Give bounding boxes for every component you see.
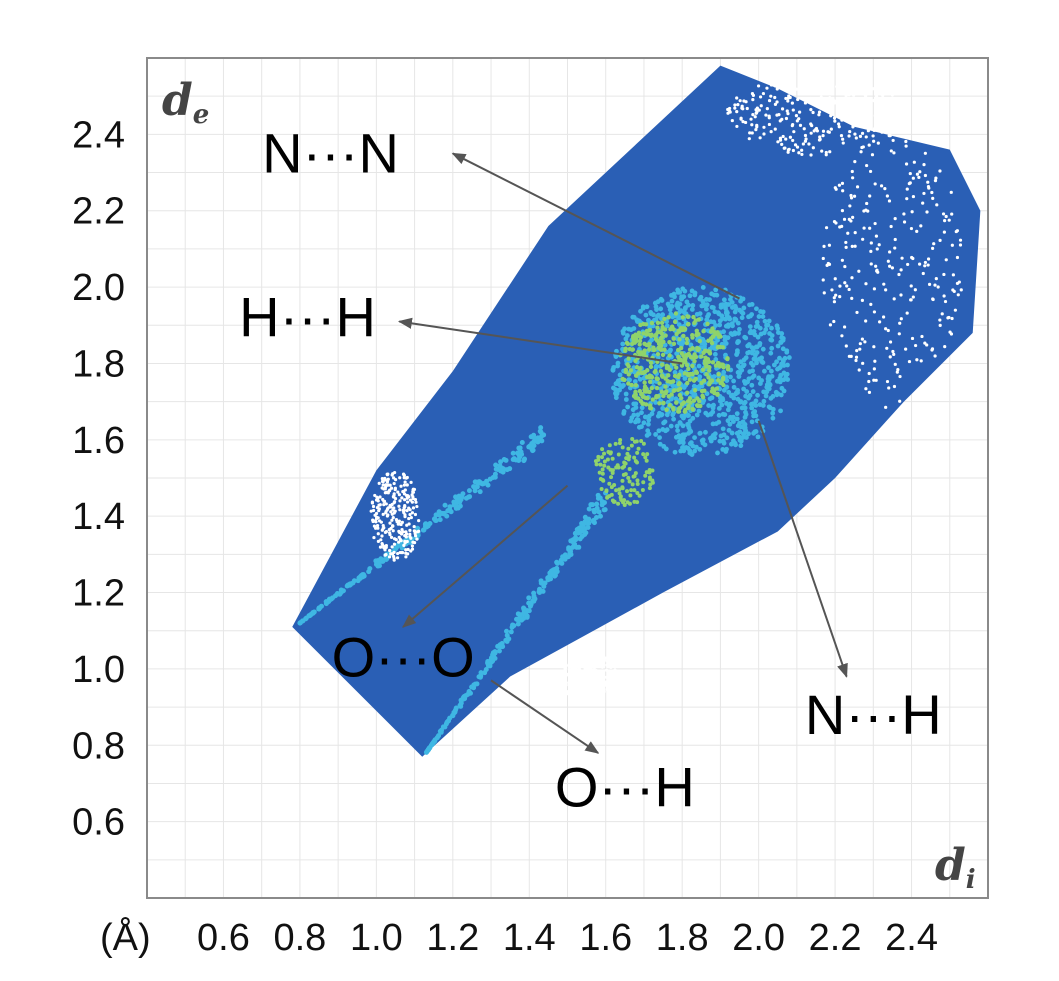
y-axis-name: de [162, 75, 209, 130]
x-tick-label: 2.2 [809, 917, 862, 959]
x-tick-label: 1.4 [503, 917, 556, 959]
y-tick-label: 0.6 [72, 802, 125, 844]
central-dense-cluster [618, 311, 731, 414]
x-tick-label: 1.6 [579, 917, 632, 959]
y-tick-labels: 0.6 0.8 1.0 1.2 1.4 1.6 1.8 2.0 2.2 2.4 [72, 114, 125, 843]
sparse-region [292, 65, 981, 757]
annotation-arrow [397, 317, 683, 365]
annotation-label: O···O [332, 626, 475, 689]
unit-label: (Å) [100, 915, 151, 959]
y-tick-label: 1.4 [72, 496, 125, 538]
x-tick-label: 0.6 [197, 917, 250, 959]
y-tick-label: 2.0 [72, 267, 125, 309]
annotation-arrow [451, 152, 740, 300]
lower-dense-cluster [593, 437, 655, 507]
y-tick-label: 1.2 [72, 573, 125, 615]
edge-speckle [369, 74, 963, 703]
x-tick-label: 1.0 [350, 917, 403, 959]
spike-lower [423, 490, 609, 755]
spike-upper [297, 425, 547, 626]
plot-frame [146, 57, 989, 899]
annotation-label: H···H [239, 286, 376, 349]
annotation-label: O···H [555, 755, 695, 818]
annotation-label: N···N [262, 122, 399, 185]
annotation-arrow [757, 420, 848, 678]
annotation-label: N···H [805, 683, 942, 746]
y-tick-label: 1.8 [72, 343, 125, 385]
x-tick-labels: 0.6 0.8 1.0 1.2 1.4 1.6 1.8 2.0 2.2 2.4 [197, 917, 938, 959]
y-tick-label: 2.2 [72, 191, 125, 233]
contact-annotations: N···N H···H O···O O···H N···H [239, 122, 942, 819]
y-tick-label: 0.8 [72, 725, 125, 767]
y-tick-label: 1.6 [72, 420, 125, 462]
y-tick-label: 1.0 [72, 649, 125, 691]
x-tick-label: 1.8 [656, 917, 709, 959]
point-cloud [292, 65, 981, 757]
x-tick-label: 1.2 [426, 917, 479, 959]
x-tick-label: 2.4 [885, 917, 938, 959]
annotation-arrow [402, 484, 569, 628]
central-medium-cluster [610, 285, 792, 457]
x-tick-label: 0.8 [273, 917, 326, 959]
x-axis-name: di [935, 840, 976, 895]
x-tick-label: 2.0 [732, 917, 785, 959]
y-tick-label: 2.4 [72, 114, 125, 156]
annotation-arrow [490, 679, 600, 754]
